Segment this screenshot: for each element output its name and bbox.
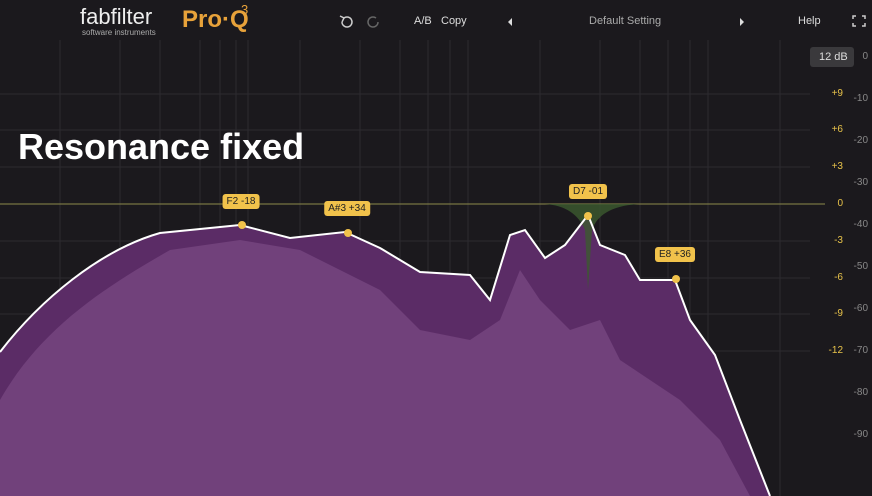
range-button[interactable]: 12 dB [819,51,848,63]
analyzer-label: -50 [853,261,868,272]
analyzer-label: -90 [853,429,868,440]
gain-label: -6 [834,272,843,283]
version: 3 [241,2,249,17]
band-label[interactable]: F2 -18 [222,194,260,209]
ab-button[interactable]: A/B [414,15,432,27]
analyzer-label: -30 [853,177,868,188]
gain-label: +9 [831,88,843,99]
copy-button[interactable]: Copy [441,15,467,27]
analyzer-label: -60 [853,303,868,314]
analyzer-label: 0 [862,51,868,62]
overlay-caption: Resonance fixed [18,126,305,167]
band-label[interactable]: E8 +36 [655,247,695,262]
gain-label: -3 [834,235,843,246]
preset-name[interactable]: Default Setting [589,15,662,27]
band-label[interactable]: D7 -01 [568,184,608,199]
brand: fabfilter [80,4,153,29]
gain-label: -12 [828,345,843,356]
gain-label: 0 [837,198,843,209]
gain-label: -9 [834,308,843,319]
help-button[interactable]: Help [798,15,821,27]
analyzer-label: -70 [853,345,868,356]
gain-label: +3 [831,161,843,172]
band-label[interactable]: A#3 +34 [324,201,370,216]
analyzer-label: -40 [853,219,868,230]
analyzer-label: -80 [853,387,868,398]
tagline: software instruments [82,28,156,37]
analyzer-label: -20 [853,135,868,146]
analyzer-label: -10 [853,93,868,104]
gain-label: +6 [831,124,843,135]
product: Pro·Q [182,6,249,33]
